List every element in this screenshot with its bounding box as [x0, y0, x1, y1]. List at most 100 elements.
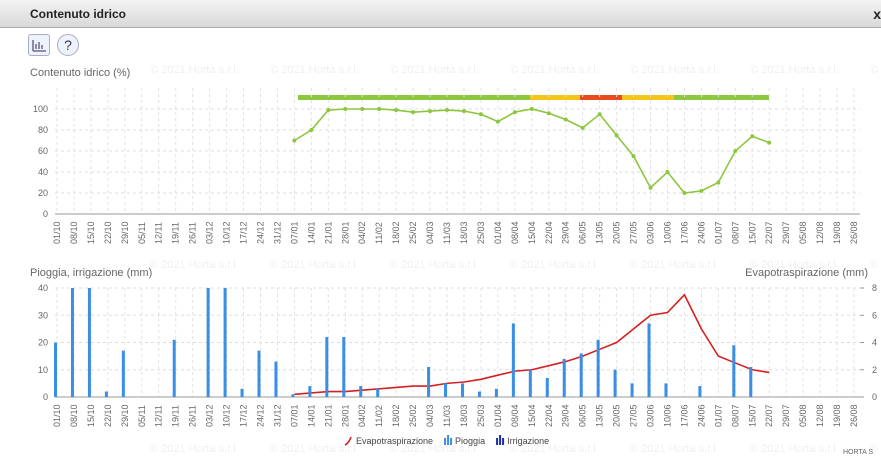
bar	[223, 288, 227, 397]
point	[411, 110, 416, 115]
x-tick-label: 08/10	[69, 404, 79, 427]
bar	[206, 288, 210, 397]
bar	[104, 391, 108, 397]
x-tick-label: 17/06	[679, 404, 689, 427]
x-tick-label: 22/04	[544, 221, 554, 244]
x-tick-label: 25/02	[408, 221, 418, 244]
point	[428, 109, 433, 114]
legend-swatch	[444, 438, 447, 445]
x-tick-label: 29/04	[561, 404, 571, 427]
point	[665, 170, 670, 174]
x-tick-label: 29/10	[120, 404, 130, 427]
x-tick-label: 03/12	[205, 404, 215, 427]
x-tick-label: 28/01	[340, 221, 350, 244]
point	[512, 110, 517, 115]
x-tick-label: 29/04	[561, 221, 571, 244]
watermark: © 2021 Horta s.r.l.	[270, 64, 359, 76]
x-tick-label: 14/01	[306, 221, 316, 244]
point	[597, 112, 602, 117]
bar	[749, 367, 753, 397]
x-tick-label: 17/06	[679, 221, 689, 244]
x-tick-label: 24/06	[696, 404, 706, 427]
x-tick-label: 18/03	[459, 404, 469, 427]
x-tick-label: 01/10	[52, 404, 62, 427]
point	[750, 134, 755, 139]
legend-label: Evapotraspirazione	[356, 436, 433, 446]
point	[461, 109, 466, 114]
watermark: © 2021 Horta s.r.l.	[150, 64, 239, 76]
x-tick-label: 11/03	[442, 222, 452, 244]
bar	[54, 342, 57, 397]
x-tick-label: 21/01	[323, 404, 333, 427]
watermark: © 2021 Horta s.r.l.	[750, 64, 839, 76]
bar	[342, 337, 346, 397]
point	[716, 180, 721, 185]
x-tick-label: 08/04	[510, 404, 520, 427]
bar	[359, 386, 363, 397]
close-button[interactable]: x	[873, 6, 881, 22]
watermark: © 2021 Horta s.r.l.	[390, 443, 479, 455]
bar	[444, 383, 448, 397]
x-tick-label: 15/10	[86, 404, 96, 427]
status-band	[580, 95, 622, 100]
x-tick-label: 03/06	[646, 221, 656, 244]
watermark: © 2021 Horta s.r.l.	[750, 443, 839, 455]
x-tick-label: 15/07	[747, 404, 757, 427]
y2-tick-label: 6	[872, 310, 877, 320]
bar	[325, 337, 329, 397]
point	[563, 117, 568, 122]
y-tick-label: 10	[38, 365, 48, 375]
x-tick-label: 05/11	[137, 222, 147, 244]
x-tick-label: 25/02	[408, 404, 418, 427]
x-tick-label: 21/01	[323, 221, 333, 244]
point	[631, 154, 636, 159]
bar	[460, 383, 464, 397]
x-tick-label: 20/05	[612, 404, 622, 427]
x-tick-label: 26/08	[849, 221, 859, 244]
x-tick-label: 19/11	[171, 222, 181, 244]
legend-swatch	[496, 438, 499, 445]
x-tick-label: 31/12	[272, 404, 282, 427]
point	[445, 108, 450, 113]
bar	[172, 339, 176, 397]
chart-icon	[32, 40, 46, 52]
chart-button[interactable]	[28, 34, 50, 56]
x-tick-label: 01/10	[52, 221, 62, 244]
legend-swatch	[502, 438, 505, 445]
window-title: Contenuto idrico	[30, 7, 126, 21]
y-tick-label: 40	[38, 167, 48, 177]
y-tick-label: 80	[38, 125, 48, 135]
bar	[732, 345, 736, 397]
watermark: © 2021 Horta s.r.l.	[270, 259, 359, 271]
bar	[240, 388, 244, 397]
x-tick-label: 12/11	[154, 222, 164, 244]
x-tick-label: 15/04	[527, 404, 537, 427]
watermark: © 2021 Horta s.r.l.	[510, 443, 599, 455]
x-tick-label: 19/11	[171, 405, 181, 427]
x-tick-label: 20/05	[612, 221, 622, 244]
status-band	[622, 95, 674, 100]
y-tick-label: 20	[38, 338, 48, 348]
x-tick-label: 08/07	[730, 221, 740, 244]
x-tick-label: 01/07	[713, 404, 723, 427]
x-tick-label: 07/01	[289, 221, 299, 244]
x-tick-label: 11/03	[442, 405, 452, 427]
point	[394, 108, 399, 113]
bar	[613, 369, 617, 397]
bar	[562, 358, 566, 397]
bar	[87, 288, 91, 397]
x-tick-label: 22/07	[764, 221, 774, 244]
point	[309, 128, 314, 132]
watermark: © 2021 Horta s.r.l.	[270, 443, 359, 455]
x-tick-label: 26/11	[188, 405, 198, 427]
x-tick-label: 24/06	[696, 221, 706, 244]
point	[495, 119, 500, 124]
bar	[291, 394, 295, 397]
point	[529, 107, 534, 111]
point	[343, 107, 348, 111]
point	[580, 125, 585, 130]
bar	[596, 339, 600, 397]
x-tick-label: 10/12	[222, 404, 232, 427]
help-button[interactable]: ?	[57, 34, 79, 56]
x-tick-label: 06/05	[578, 404, 588, 427]
